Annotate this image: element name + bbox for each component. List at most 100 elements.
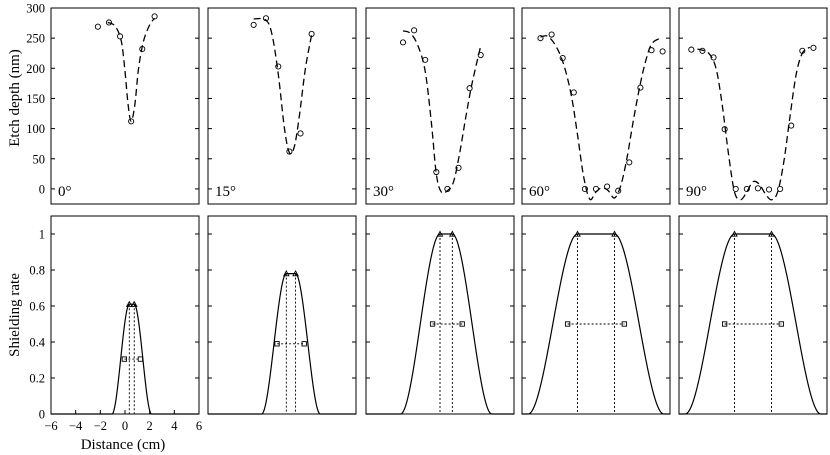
y-tick-label: 0.2 <box>29 372 45 386</box>
etch-data-point <box>411 27 418 34</box>
etch-fit-curve <box>107 17 156 123</box>
etch-data-point <box>308 30 315 37</box>
etch-fit-curve <box>253 17 313 155</box>
y-tick-label: 150 <box>26 92 45 106</box>
shield-panel-0: 0 0.2 0.4 0.6 0.8 1 −6 −4 −2 0 2 4 6 <box>29 215 202 433</box>
x-tick-label: −4 <box>69 419 83 433</box>
top-point-marker <box>282 270 290 277</box>
top-point-marker <box>574 230 581 237</box>
shield-panel-frame <box>365 215 515 415</box>
x-tick-label: −2 <box>94 419 107 433</box>
etch-data-point <box>604 183 611 190</box>
y-tick-label: 100 <box>26 122 45 136</box>
etch-panel-frame <box>207 7 357 205</box>
etch-data-point <box>799 47 806 54</box>
half-point-marker <box>564 321 571 327</box>
half-point-marker <box>137 356 144 362</box>
shield-panel-3 <box>521 215 671 415</box>
etch-data-point <box>151 13 158 20</box>
etch-data-point <box>743 185 750 192</box>
etch-data-point <box>466 85 473 92</box>
etch-panel-frame <box>678 7 828 205</box>
etch-data-point <box>592 185 600 192</box>
etch-data-point <box>548 31 555 38</box>
etch-panel-frame <box>365 7 515 205</box>
etch-data-point <box>433 168 440 176</box>
y-tick-label: 0.4 <box>29 336 45 350</box>
top-point-marker <box>768 230 775 237</box>
y-axis-label-etch-depth: Etch depth (nm) <box>7 49 23 146</box>
etch-fit-curve <box>540 35 661 201</box>
etch-fit-curve <box>402 30 482 194</box>
half-point-marker <box>621 321 628 327</box>
half-point-marker <box>301 341 307 347</box>
etch-data-point <box>275 63 282 70</box>
half-point-marker <box>429 321 436 327</box>
etch-data-point <box>117 33 124 40</box>
etch-panel-0: 0 50 100 150 200 250 300 0° <box>26 2 200 205</box>
y-tick-label: 200 <box>26 62 45 76</box>
etch-data-point <box>570 89 577 96</box>
etch-data-point <box>286 148 293 155</box>
half-point-marker <box>721 321 728 327</box>
etch-data-point <box>139 45 146 53</box>
shield-panel-frame <box>50 215 200 415</box>
top-point-marker <box>731 230 738 237</box>
x-tick-label: 6 <box>196 419 202 433</box>
y-tick-label: 250 <box>26 32 45 46</box>
x-tick-label: −6 <box>44 419 57 433</box>
etch-data-point <box>659 48 666 55</box>
etch-data-point <box>710 54 717 61</box>
x-axis-label: Distance (cm) <box>81 437 166 453</box>
etch-data-point <box>105 19 113 26</box>
etch-panel-1: 15° <box>207 7 357 205</box>
angle-label: 0° <box>58 184 72 200</box>
y-axis-label-shielding-rate: Shielding rate <box>7 273 23 357</box>
etch-data-point <box>399 39 407 46</box>
shield-profile-curve <box>522 233 670 415</box>
angle-label: 30° <box>373 184 394 200</box>
top-point-marker <box>611 230 618 237</box>
etch-panel-frame <box>50 7 200 205</box>
etch-data-point <box>477 51 484 59</box>
etch-data-point <box>810 44 817 51</box>
shielding-rate-row: 0 0.2 0.4 0.6 0.8 1 −6 −4 −2 0 2 4 6 <box>29 215 828 433</box>
half-point-marker <box>274 341 280 347</box>
y-tick-label: 0 <box>39 182 45 196</box>
etch-data-point <box>754 185 761 192</box>
etch-data-point <box>648 47 655 54</box>
etch-data-point <box>615 187 622 194</box>
top-point-marker <box>448 230 456 237</box>
etch-data-point <box>581 185 588 192</box>
y-tick-label: 0.8 <box>29 264 45 278</box>
shield-panel-frame <box>521 215 671 415</box>
etch-panel-4: 90° <box>678 7 828 205</box>
etch-panel-3: 60° <box>521 7 671 205</box>
etch-depth-row: 0 50 100 150 200 250 300 0° 15° 30° 60° 90° <box>26 2 828 205</box>
top-point-marker <box>130 300 138 307</box>
etch-data-point <box>721 126 728 133</box>
etch-data-point <box>699 47 706 54</box>
etch-data-point <box>297 130 304 137</box>
etch-data-point <box>455 164 462 171</box>
x-tick-label: 4 <box>171 419 178 433</box>
etch-panel-2: 30° <box>365 7 515 205</box>
etch-data-point <box>128 118 135 125</box>
shield-profile-curve <box>208 273 356 415</box>
top-point-marker <box>125 300 133 307</box>
shield-panel-1 <box>207 215 357 415</box>
etch-data-point <box>732 185 739 192</box>
etch-data-point <box>262 15 270 22</box>
etch-data-point <box>626 159 633 166</box>
top-point-marker <box>436 230 444 237</box>
shield-profile-curve <box>679 233 827 415</box>
etch-data-point <box>788 122 795 129</box>
etch-panel-frame <box>521 7 671 205</box>
etch-data-point <box>637 84 644 91</box>
etch-data-point <box>422 56 429 63</box>
y-tick-label: 1 <box>39 228 45 242</box>
x-tick-label: 0 <box>122 419 128 433</box>
angle-label: 90° <box>686 184 707 200</box>
etch-data-point <box>250 21 257 28</box>
